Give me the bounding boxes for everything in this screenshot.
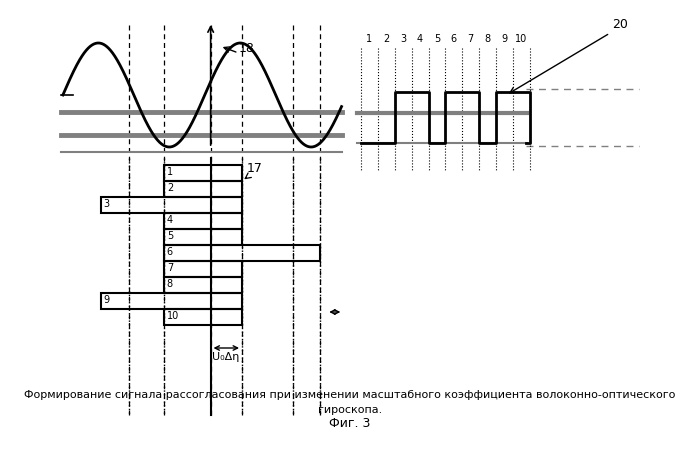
Text: 18: 18 <box>239 42 254 55</box>
Bar <box>164 181 242 197</box>
Text: 7: 7 <box>468 34 474 44</box>
Bar <box>164 245 321 261</box>
Text: 6: 6 <box>451 34 457 44</box>
Text: 6: 6 <box>167 247 173 257</box>
Text: 1: 1 <box>366 34 372 44</box>
Text: 5: 5 <box>434 34 440 44</box>
Text: 3: 3 <box>104 199 109 209</box>
Text: 10: 10 <box>167 311 179 321</box>
Bar <box>164 261 242 277</box>
Text: 4: 4 <box>167 215 173 225</box>
Bar <box>164 165 242 181</box>
Text: 17: 17 <box>247 162 263 175</box>
Text: Формирование сигнала рассогласования при изменении масштабного коэффициента воло: Формирование сигнала рассогласования при… <box>25 390 676 400</box>
Text: 20: 20 <box>612 18 628 31</box>
Bar <box>164 309 242 325</box>
Text: 9: 9 <box>104 295 109 305</box>
Text: 8: 8 <box>484 34 491 44</box>
Bar <box>101 197 242 213</box>
Text: 5: 5 <box>167 231 173 241</box>
Text: 4: 4 <box>417 34 424 44</box>
Text: 2: 2 <box>167 183 173 193</box>
Text: 8: 8 <box>167 279 173 289</box>
Bar <box>164 277 242 293</box>
Bar <box>164 229 242 245</box>
Text: 1: 1 <box>167 167 173 177</box>
Text: Фиг. 3: Фиг. 3 <box>329 417 371 430</box>
Text: 2: 2 <box>383 34 389 44</box>
Text: 7: 7 <box>167 263 173 273</box>
Text: 3: 3 <box>400 34 406 44</box>
Bar <box>164 213 242 229</box>
Text: 9: 9 <box>501 34 508 44</box>
Text: гироскопа.: гироскопа. <box>318 405 382 415</box>
Bar <box>101 293 242 309</box>
Text: 10: 10 <box>515 34 528 44</box>
Text: U₀Δη: U₀Δη <box>212 352 239 362</box>
